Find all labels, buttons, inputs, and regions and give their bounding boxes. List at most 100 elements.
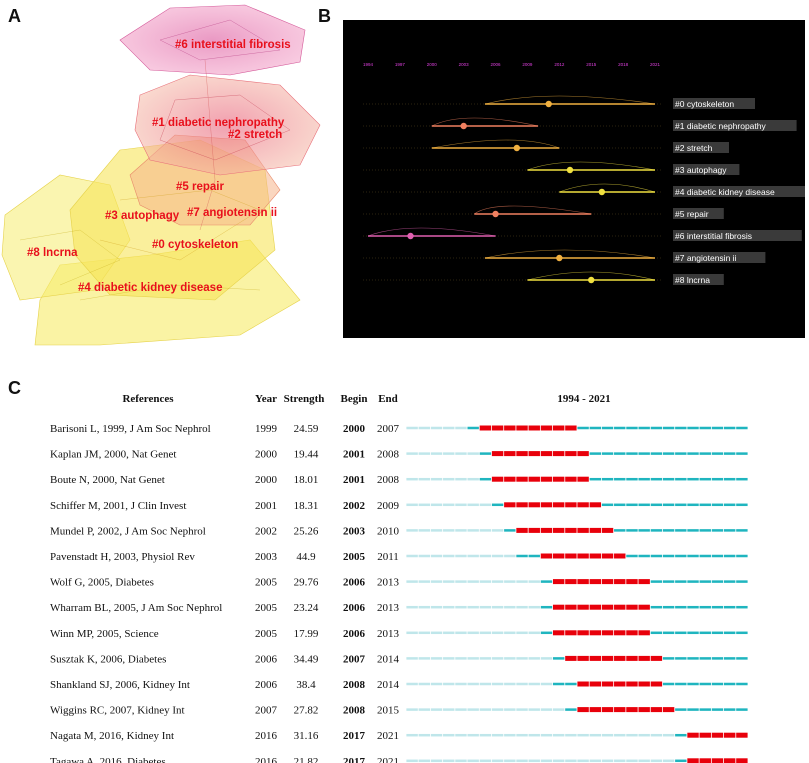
burst-segment <box>614 426 626 430</box>
cell-strength: 29.76 <box>294 577 319 589</box>
burst-segment <box>443 631 455 635</box>
burst-segment <box>662 529 675 532</box>
cell-end: 2013 <box>377 577 400 589</box>
burst-segment <box>455 529 467 532</box>
timeline-arc <box>559 183 656 193</box>
burst-segment <box>504 605 516 609</box>
burst-segment <box>540 476 553 482</box>
burst-segment <box>662 605 675 609</box>
burst-segment <box>638 604 650 610</box>
cell-begin: 2000 <box>343 423 366 435</box>
burst-segment <box>577 759 589 763</box>
burst-segment <box>650 426 663 430</box>
cell-end: 2009 <box>377 500 400 512</box>
burst-segment <box>723 732 736 738</box>
year-tick-label: 2009 <box>522 62 533 67</box>
burst-segment <box>479 733 492 737</box>
burst-segment <box>540 759 553 763</box>
burst-segment <box>479 657 492 660</box>
burst-segment <box>662 580 675 583</box>
burst-segment <box>687 529 699 532</box>
burst-segment <box>479 605 492 609</box>
burst-segment <box>614 759 626 763</box>
cell-end: 2008 <box>377 474 400 486</box>
burst-segment <box>443 477 455 481</box>
burst-segment <box>540 631 553 635</box>
burst-segment <box>650 759 663 763</box>
cell-begin: 2006 <box>343 602 366 614</box>
burst-segment <box>675 452 687 455</box>
burst-segment <box>491 682 504 686</box>
burst-segment <box>430 657 443 660</box>
timeline-arc <box>474 205 592 215</box>
timeline-arc <box>431 139 560 149</box>
burst-segment <box>565 655 577 661</box>
cluster-labels: #6 interstitial fibrosis #1 diabetic neph… <box>27 39 291 294</box>
timeline-background <box>343 20 805 338</box>
burst-segment <box>589 681 602 687</box>
burst-segment <box>406 477 418 481</box>
burst-segment <box>638 759 650 763</box>
burst-segment <box>601 452 614 455</box>
timeline-node <box>545 100 552 108</box>
burst-segment <box>418 657 431 660</box>
cluster-label: #6 interstitial fibrosis <box>175 39 291 51</box>
burst-segment <box>601 707 614 713</box>
burst-segment <box>711 758 724 763</box>
burst-segment <box>638 529 650 532</box>
burst-segment <box>430 605 443 609</box>
burst-segment <box>479 477 492 481</box>
burst-segment <box>626 554 638 558</box>
burst-segment <box>528 682 540 686</box>
burst-segment <box>577 733 589 737</box>
burst-segment <box>675 682 687 686</box>
burst-segment <box>711 503 724 507</box>
burst-segment <box>601 503 614 507</box>
burst-segment <box>601 759 614 763</box>
burst-segment <box>601 681 614 687</box>
cell-strength: 44.9 <box>296 551 316 563</box>
burst-segment <box>406 426 418 430</box>
table-rows: Barisoni L, 1999, J Am Soc Nephrol 1999 24… <box>50 423 748 763</box>
burst-segment <box>504 502 516 508</box>
burst-segment <box>491 605 504 609</box>
hull-pink <box>119 4 306 76</box>
burst-segment <box>565 682 577 686</box>
burst-segment <box>614 452 626 455</box>
timeline-cluster-label: #7 angiotensin ii <box>675 253 737 263</box>
burst-segment <box>687 580 699 583</box>
burst-segment <box>589 630 602 636</box>
burst-segment <box>565 759 577 763</box>
cell-ref: Mundel P, 2002, J Am Soc Nephrol <box>50 525 206 537</box>
burst-segment <box>638 503 650 507</box>
cell-strength: 18.31 <box>294 500 319 512</box>
burst-segment <box>589 452 602 455</box>
burst-segment <box>540 425 553 431</box>
burst-segment <box>638 630 650 636</box>
cell-year: 2003 <box>255 551 278 563</box>
burst-segment <box>638 655 650 661</box>
timeline-view: 1994 1997 2000 2003 2006 2009 2012 2015 2018 2021… <box>343 20 805 338</box>
burst-segment <box>589 502 602 508</box>
cell-end: 2007 <box>377 423 400 435</box>
burst-segment <box>467 554 479 558</box>
cell-end: 2010 <box>377 525 400 537</box>
burst-segment <box>736 529 748 532</box>
burst-segment <box>406 657 418 660</box>
burst-segment <box>443 759 455 763</box>
burst-segment <box>650 477 663 481</box>
burst-segment <box>711 682 724 686</box>
cell-year: 2002 <box>255 525 277 537</box>
timeline-cluster-label: #1 diabetic nephropathy <box>675 121 766 131</box>
cell-strength: 38.4 <box>296 679 316 691</box>
burst-segment <box>626 503 638 507</box>
burst-segment <box>443 605 455 609</box>
cell-ref: Barisoni L, 1999, J Am Soc Nephrol <box>50 423 211 435</box>
cluster-label: #3 autophagy <box>105 210 180 222</box>
burst-segment <box>711 554 724 558</box>
burst-segment <box>601 630 614 636</box>
cell-strength: 21.82 <box>294 756 319 763</box>
burst-segment <box>650 605 663 609</box>
burst-segment <box>577 655 589 661</box>
burst-segment <box>577 451 589 457</box>
